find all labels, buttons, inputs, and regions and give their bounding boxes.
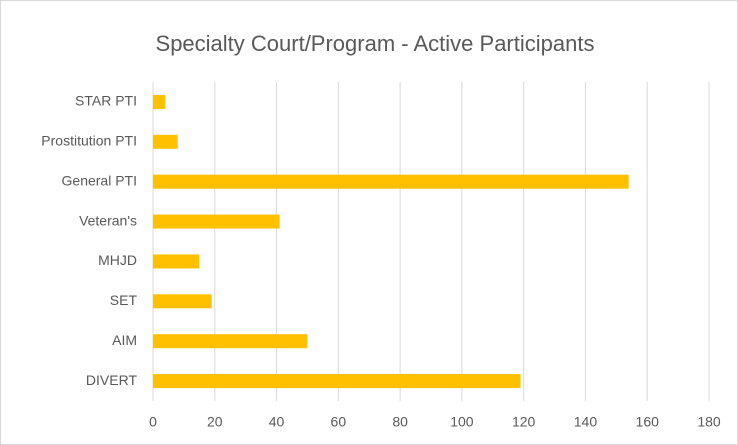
x-tick-label: 160 <box>636 414 660 430</box>
y-tick-label: DIVERT <box>86 372 138 388</box>
bar <box>153 254 200 269</box>
y-tick-label: General PTI <box>62 172 137 188</box>
x-tick-label: 20 <box>207 414 223 430</box>
bar <box>153 374 521 389</box>
y-tick-label: MHJD <box>98 252 137 268</box>
bar <box>153 134 178 149</box>
y-tick-label: Prostitution PTI <box>41 133 137 149</box>
y-tick-label: Veteran's <box>79 212 137 228</box>
x-tick-label: 140 <box>574 414 598 430</box>
bar <box>153 174 629 189</box>
chart-title: Specialty Court/Program - Active Partici… <box>156 31 595 56</box>
x-tick-label: 40 <box>269 414 285 430</box>
x-tick-label: 80 <box>392 414 408 430</box>
y-tick-label: AIM <box>112 332 137 348</box>
y-tick-label: SET <box>110 292 138 308</box>
x-tick-label: 180 <box>697 414 721 430</box>
x-tick-label: 0 <box>149 414 157 430</box>
x-tick-label: 120 <box>512 414 536 430</box>
bar <box>153 294 212 309</box>
bar <box>153 334 308 349</box>
x-tick-label: 60 <box>331 414 347 430</box>
y-tick-label: STAR PTI <box>75 93 137 109</box>
x-tick-label: 100 <box>450 414 474 430</box>
bar <box>153 94 166 109</box>
bar <box>153 214 280 229</box>
